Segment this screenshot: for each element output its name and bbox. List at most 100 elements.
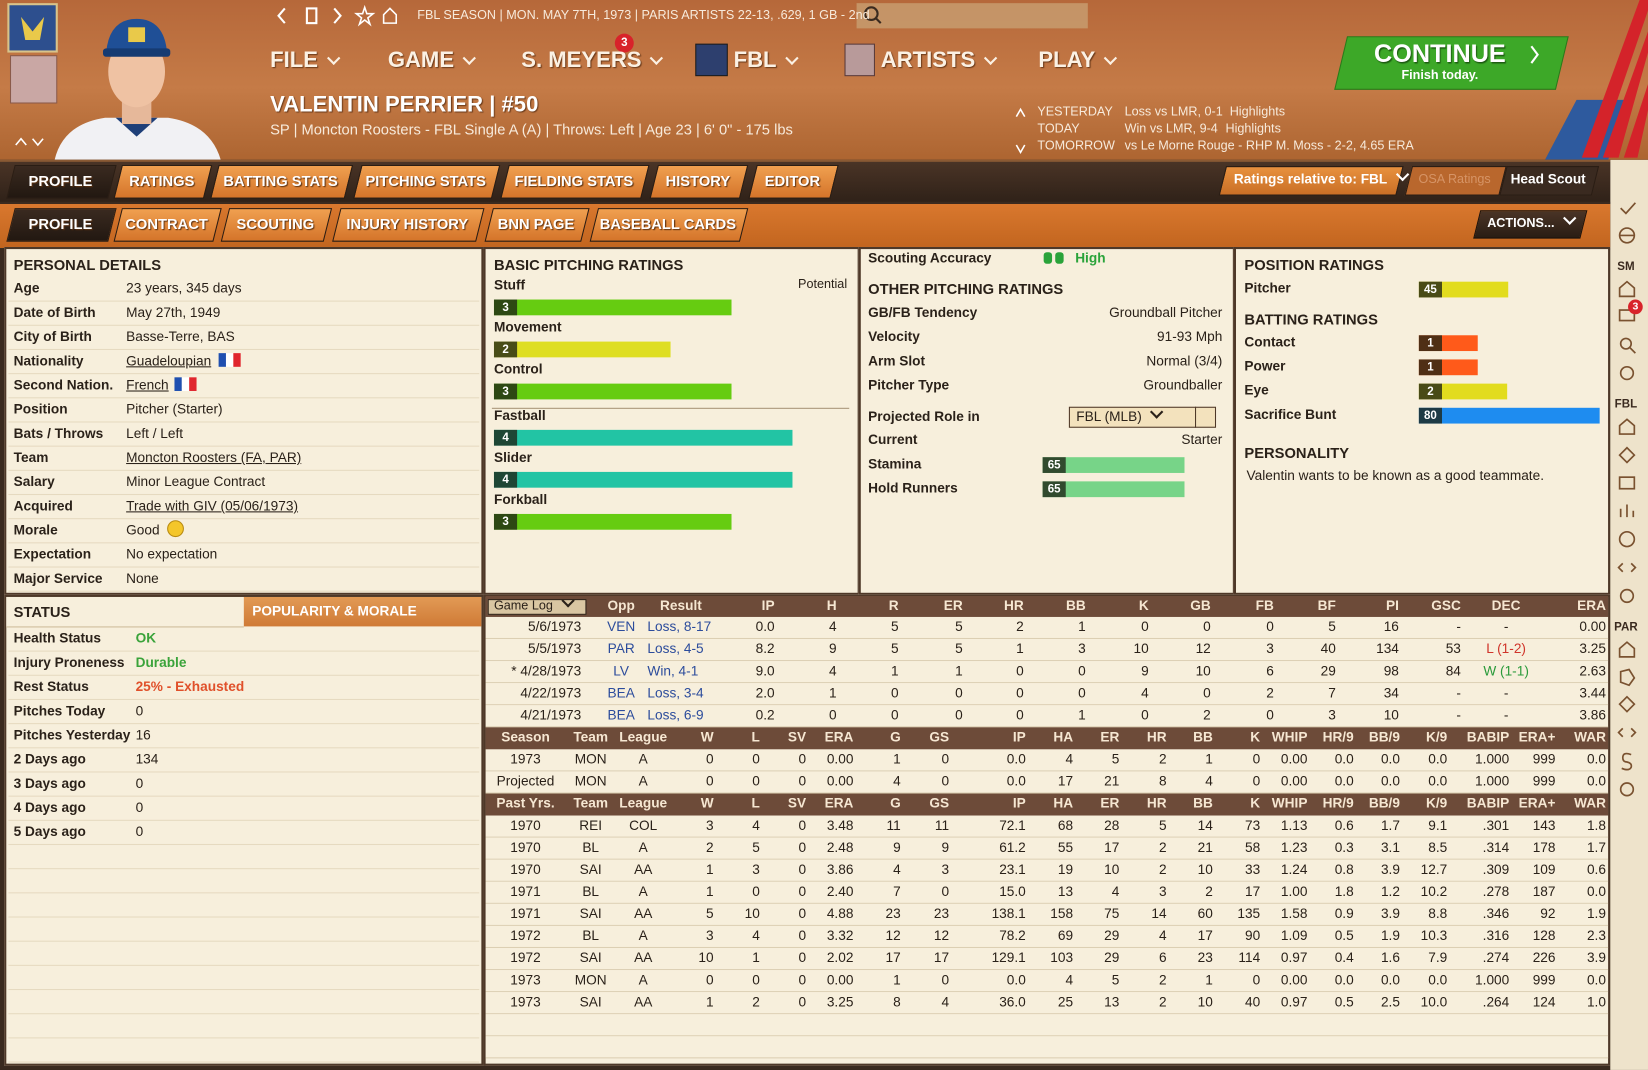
cell: 1973 xyxy=(510,750,541,767)
tab-label[interactable]: PITCHING STATS xyxy=(365,172,486,190)
cell: 0 xyxy=(955,706,963,723)
cell[interactable]: Loss, 6-9 xyxy=(647,706,704,723)
cell: 10 xyxy=(744,905,760,922)
cell[interactable]: BEA xyxy=(607,706,635,723)
cell: 1972 xyxy=(510,949,541,966)
cell[interactable]: BEA xyxy=(607,684,635,701)
field-value[interactable]: Trade with GIV (05/06/1973) xyxy=(126,497,299,514)
field-label: Arm Slot xyxy=(868,352,926,369)
cell[interactable]: Win, 4-1 xyxy=(647,662,699,679)
tab-label[interactable]: RATINGS xyxy=(129,172,195,190)
cell: 1.6 xyxy=(1380,949,1400,966)
schedule-day: TOMORROW xyxy=(1037,137,1115,153)
cell[interactable]: VEN xyxy=(607,618,636,635)
highlights-link[interactable]: Highlights xyxy=(1225,120,1281,136)
status-label: 2 Days ago xyxy=(13,750,86,767)
cell: 178 xyxy=(1532,839,1556,856)
cell: 3.9 xyxy=(1380,861,1400,878)
tab-label[interactable]: CONTRACT xyxy=(125,215,208,233)
game-log-select[interactable]: Game Log xyxy=(494,594,575,614)
cell: 1 xyxy=(955,662,963,679)
cell: 3.9 xyxy=(1380,905,1400,922)
cell: 40 xyxy=(1244,993,1261,1010)
cell: 0 xyxy=(941,750,950,767)
field-value[interactable]: Guadeloupian xyxy=(126,352,212,369)
field-value[interactable]: Moncton Roosters (FA, PAR) xyxy=(126,449,302,466)
cell: 3.48 xyxy=(826,817,854,833)
tab-label[interactable]: SCOUTING xyxy=(236,215,315,233)
cell: A xyxy=(638,839,648,856)
menu-item[interactable]: FBL xyxy=(734,48,799,73)
tab-label[interactable]: PROFILE xyxy=(28,215,93,233)
popularity-tab[interactable]: POPULARITY & MORALE xyxy=(252,602,417,619)
cell[interactable]: Loss, 8-17 xyxy=(647,618,712,635)
cell[interactable]: PAR xyxy=(607,640,635,657)
cell: - xyxy=(1456,684,1461,701)
field-value: Groundballer xyxy=(1143,376,1223,393)
cell[interactable]: Loss, 3-4 xyxy=(647,684,704,701)
cell[interactable]: Loss, 4-5 xyxy=(647,640,704,657)
menu-item[interactable]: ARTISTS xyxy=(881,48,998,73)
osa-ratings[interactable]: OSA Ratings xyxy=(1418,171,1491,187)
cell: 17 xyxy=(933,949,950,966)
cell: 4 xyxy=(752,927,760,944)
tab-label[interactable]: HISTORY xyxy=(665,172,731,190)
cell: COL xyxy=(629,817,658,833)
cell[interactable]: LV xyxy=(613,662,630,679)
cell: 0.97 xyxy=(1280,949,1308,966)
tab-label[interactable]: PROFILE xyxy=(28,172,93,190)
role-select[interactable]: FBL (MLB) xyxy=(1076,405,1164,425)
row-line xyxy=(8,348,480,350)
status-value: 25% - Exhausted xyxy=(135,678,245,695)
menu-item[interactable]: GAME xyxy=(388,48,476,73)
column-header: Team xyxy=(573,728,609,745)
row-line xyxy=(8,518,480,520)
head-scout[interactable]: Head Scout xyxy=(1510,170,1586,187)
cell: 1.23 xyxy=(1280,839,1308,856)
popularity-tab[interactable] xyxy=(243,596,482,627)
cell: 0 xyxy=(798,839,807,856)
cell: 3.86 xyxy=(1579,706,1606,723)
cell: 0 xyxy=(752,750,760,767)
tab-label[interactable]: FIELDING STATS xyxy=(514,172,634,190)
field-value: 91-93 Mph xyxy=(1157,328,1223,345)
column-header: IP xyxy=(761,597,775,614)
field-label: Major Service xyxy=(13,570,103,586)
ratings-relative[interactable]: Ratings relative to: FBL xyxy=(1234,167,1410,188)
column-header: ER xyxy=(1100,728,1120,745)
menu-item[interactable]: PLAY xyxy=(1038,48,1118,73)
flag xyxy=(233,353,241,367)
row-line xyxy=(8,421,480,423)
cell: 0 xyxy=(1252,750,1261,767)
schedule-text: Win vs LMR, 9-4 xyxy=(1124,120,1218,136)
game-log-select[interactable] xyxy=(487,599,587,615)
cell: 0 xyxy=(1078,662,1086,679)
menu-item[interactable]: S. MEYERS xyxy=(521,48,664,73)
cell: 25 xyxy=(1057,993,1074,1010)
rating-value: 1 xyxy=(1427,336,1434,350)
menu-item[interactable]: FILE xyxy=(270,48,340,73)
tab-label[interactable]: INJURY HISTORY xyxy=(346,215,469,233)
highlights-link[interactable]: Highlights xyxy=(1229,104,1286,119)
tab-label[interactable]: BASEBALL CARDS xyxy=(599,215,737,233)
field-value[interactable]: French xyxy=(126,376,169,393)
tab-label[interactable]: BATTING STATS xyxy=(223,172,338,190)
cell: 0 xyxy=(1016,706,1024,723)
cell: 60 xyxy=(1197,905,1213,922)
tab-label[interactable]: EDITOR xyxy=(764,172,821,190)
cell: 21 xyxy=(1104,773,1120,789)
cell: 4.88 xyxy=(826,905,854,922)
cell: 0.0 xyxy=(1428,773,1448,789)
column-header: PI xyxy=(1385,597,1399,614)
tab-label[interactable]: BNN PAGE xyxy=(497,215,575,233)
field-value: No expectation xyxy=(126,546,218,562)
actions[interactable]: ACTIONS... xyxy=(1487,211,1577,232)
column-header: G xyxy=(890,728,901,745)
row-line xyxy=(8,1061,480,1063)
role-select[interactable] xyxy=(1068,406,1217,428)
cell: .274 xyxy=(1482,949,1510,966)
cell: 2.63 xyxy=(1579,662,1606,679)
pitch-name: Forkball xyxy=(493,491,548,508)
bar-label: Hold Runners xyxy=(868,479,958,496)
continue-button[interactable]: CONTINUE xyxy=(1374,40,1506,69)
